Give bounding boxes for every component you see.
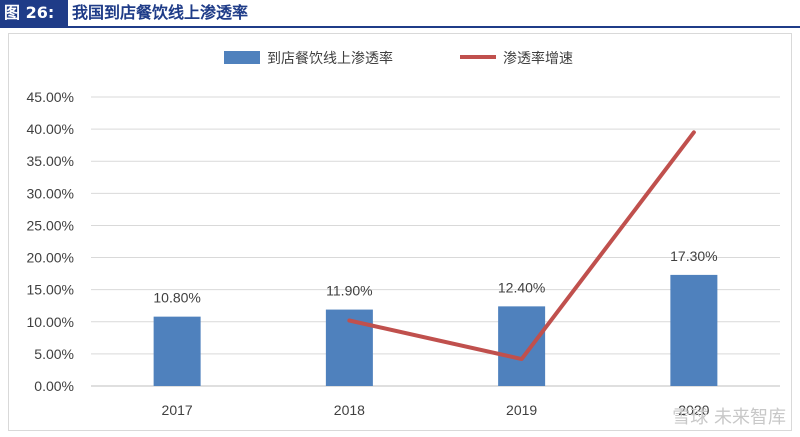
bars (153, 274, 718, 386)
y-tick-label: 0.00% (34, 378, 74, 394)
y-tick-label: 20.00% (27, 250, 74, 266)
x-tick-label: 2020 (678, 402, 709, 418)
legend-bar-swatch (224, 51, 260, 64)
watermark: 雪球 未来智库 (672, 407, 786, 428)
y-tick-label: 30.00% (27, 185, 74, 201)
gridlines (91, 96, 780, 387)
y-tick-label: 15.00% (27, 282, 74, 298)
growth-line (347, 130, 696, 362)
y-tick-label: 35.00% (27, 153, 74, 169)
bar (498, 306, 546, 386)
x-tick-label: 2018 (334, 402, 365, 418)
bar-value-label: 11.90% (326, 283, 372, 299)
growth-rate-line (347, 130, 696, 362)
x-axis-ticks: 2017 2018 2019 2020 (162, 402, 710, 418)
y-axis-ticks: 0.00% 5.00% 10.00% 15.00% 20.00% 25.00% 30.00%… (27, 89, 74, 394)
y-tick-label: 45.00% (27, 89, 74, 105)
y-tick-label: 5.00% (34, 346, 74, 362)
bar-labels: 10.80% 11.90% 12.40% 17.30% (153, 248, 717, 306)
x-tick-label: 2017 (162, 402, 193, 418)
bar-value-label: 12.40% (498, 279, 545, 295)
bar-value-label: 17.30% (670, 248, 717, 264)
chart-frame (8, 33, 792, 431)
legend-line-label: 渗透率增速 (503, 50, 573, 66)
figure-label: 图 26: (0, 0, 68, 26)
bar-value-label: 10.80% (153, 290, 200, 306)
x-tick-label: 2019 (506, 402, 537, 418)
y-tick-label: 40.00% (27, 121, 74, 137)
figure-title: 我国到店餐饮线上渗透率 (72, 3, 249, 22)
legend-bar-label: 到店餐饮线上渗透率 (267, 50, 393, 66)
bar (153, 316, 201, 386)
y-tick-label: 25.00% (27, 217, 74, 233)
header-rule (0, 26, 800, 28)
bar (670, 274, 718, 386)
legend: 到店餐饮线上渗透率 渗透率增速 (224, 50, 573, 66)
y-tick-label: 10.00% (27, 314, 74, 330)
figure-header: 图 26: 我国到店餐饮线上渗透率 (0, 0, 800, 28)
